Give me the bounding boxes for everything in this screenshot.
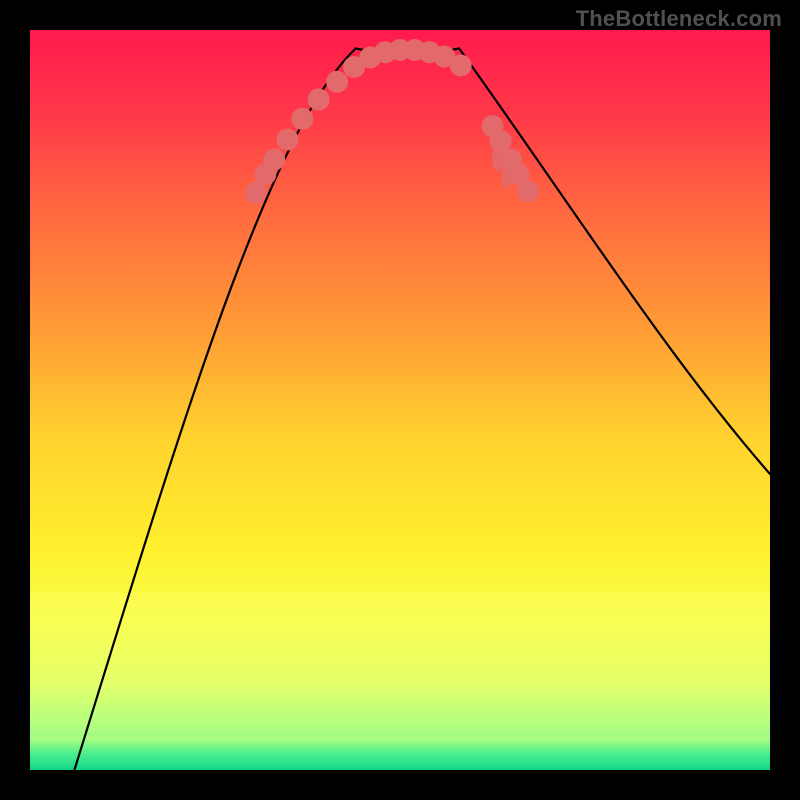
chart-container: { "watermark": { "text": "TheBottleneck.… [0, 0, 800, 800]
marker-dot [291, 108, 313, 130]
marker-dot [308, 89, 330, 111]
green-band [30, 737, 770, 770]
marker-dot [450, 55, 472, 77]
marker-dot [277, 129, 299, 151]
watermark-text: TheBottleneck.com [576, 6, 782, 32]
marker-jitter [492, 143, 504, 171]
marker-dot [263, 149, 285, 171]
marker-jitter [502, 165, 512, 189]
marker-dot [326, 71, 348, 93]
bottleneck-v-chart [0, 0, 800, 800]
marker-dot [517, 180, 539, 202]
